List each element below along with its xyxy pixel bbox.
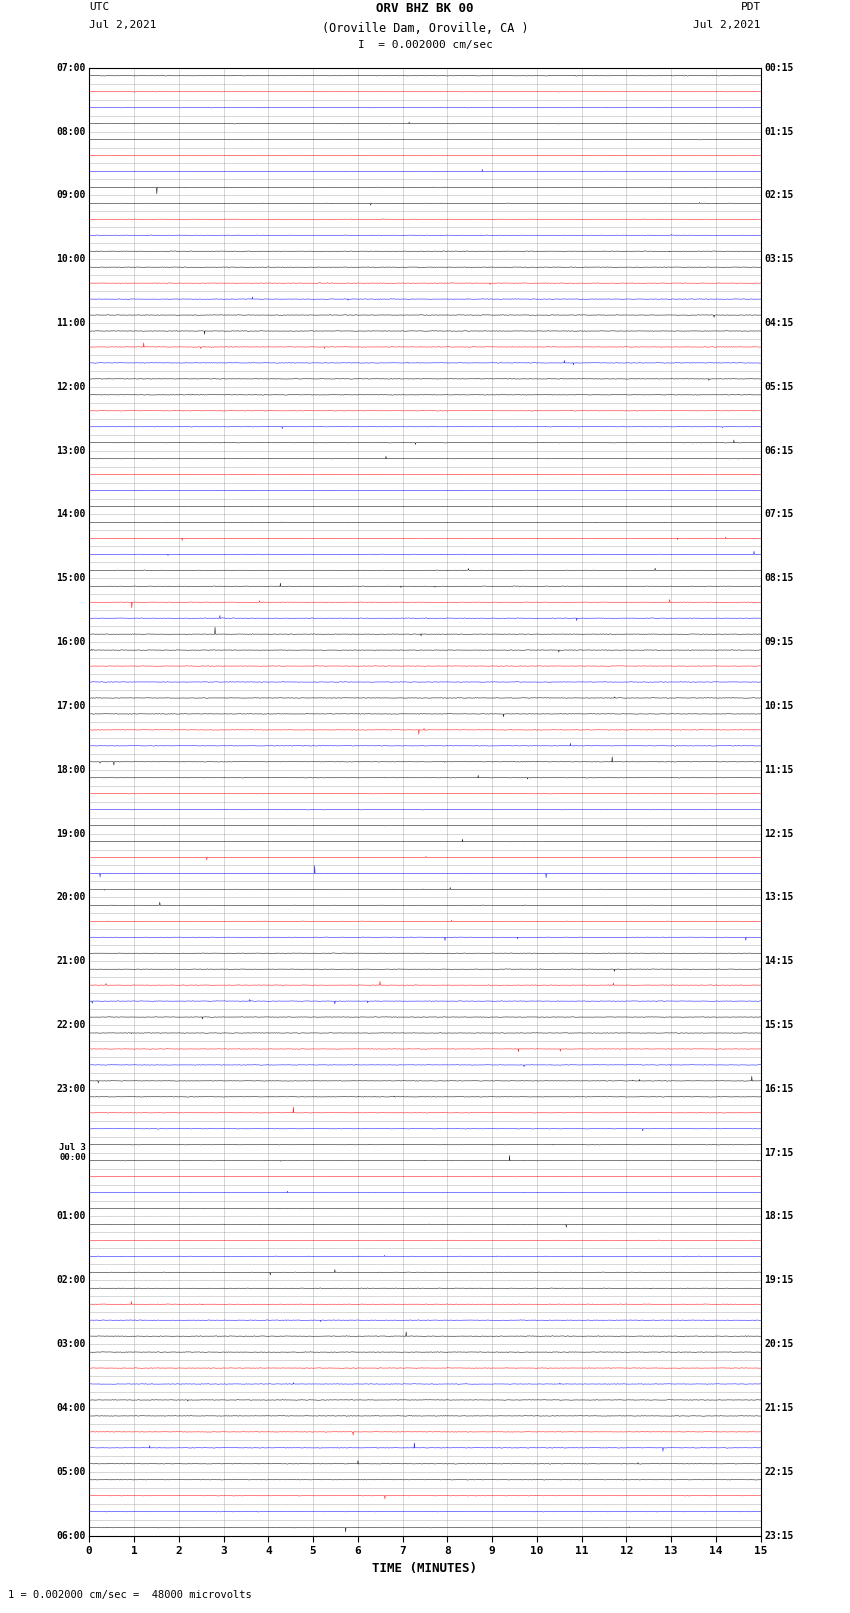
Text: 04:15: 04:15	[764, 318, 794, 327]
Text: (Oroville Dam, Oroville, CA ): (Oroville Dam, Oroville, CA )	[321, 23, 529, 35]
Text: 01:15: 01:15	[764, 126, 794, 137]
Text: 09:15: 09:15	[764, 637, 794, 647]
Text: 21:15: 21:15	[764, 1403, 794, 1413]
Text: 00:15: 00:15	[764, 63, 794, 73]
Text: 22:00: 22:00	[56, 1019, 86, 1031]
X-axis label: TIME (MINUTES): TIME (MINUTES)	[372, 1561, 478, 1574]
Text: 01:00: 01:00	[56, 1211, 86, 1221]
Text: 21:00: 21:00	[56, 957, 86, 966]
Text: 17:15: 17:15	[764, 1148, 794, 1158]
Text: 03:00: 03:00	[56, 1339, 86, 1348]
Text: 16:00: 16:00	[56, 637, 86, 647]
Text: ORV BHZ BK 00: ORV BHZ BK 00	[377, 3, 473, 16]
Text: 16:15: 16:15	[764, 1084, 794, 1094]
Text: 12:00: 12:00	[56, 382, 86, 392]
Text: 08:15: 08:15	[764, 573, 794, 584]
Text: 13:15: 13:15	[764, 892, 794, 902]
Text: 20:15: 20:15	[764, 1339, 794, 1348]
Text: 18:15: 18:15	[764, 1211, 794, 1221]
Text: 15:00: 15:00	[56, 573, 86, 584]
Text: 14:15: 14:15	[764, 957, 794, 966]
Text: 23:00: 23:00	[56, 1084, 86, 1094]
Text: Jul 2,2021: Jul 2,2021	[89, 19, 156, 31]
Text: 19:15: 19:15	[764, 1276, 794, 1286]
Text: I  = 0.002000 cm/sec: I = 0.002000 cm/sec	[358, 39, 492, 50]
Text: UTC: UTC	[89, 3, 110, 13]
Text: 14:00: 14:00	[56, 510, 86, 519]
Text: 03:15: 03:15	[764, 255, 794, 265]
Text: Jul 3
00:00: Jul 3 00:00	[59, 1144, 86, 1163]
Text: 20:00: 20:00	[56, 892, 86, 902]
Text: 07:00: 07:00	[56, 63, 86, 73]
Text: 02:00: 02:00	[56, 1276, 86, 1286]
Text: 08:00: 08:00	[56, 126, 86, 137]
Text: 17:00: 17:00	[56, 702, 86, 711]
Text: 15:15: 15:15	[764, 1019, 794, 1031]
Text: 18:00: 18:00	[56, 765, 86, 774]
Text: 22:15: 22:15	[764, 1466, 794, 1478]
Text: 06:00: 06:00	[56, 1531, 86, 1540]
Text: PDT: PDT	[740, 3, 761, 13]
Text: 12:15: 12:15	[764, 829, 794, 839]
Text: 05:15: 05:15	[764, 382, 794, 392]
Text: 04:00: 04:00	[56, 1403, 86, 1413]
Text: 11:15: 11:15	[764, 765, 794, 774]
Text: 09:00: 09:00	[56, 190, 86, 200]
Text: 05:00: 05:00	[56, 1466, 86, 1478]
Text: 11:00: 11:00	[56, 318, 86, 327]
Text: 06:15: 06:15	[764, 445, 794, 455]
Text: 10:15: 10:15	[764, 702, 794, 711]
Text: 1 = 0.002000 cm/sec =  48000 microvolts: 1 = 0.002000 cm/sec = 48000 microvolts	[8, 1590, 252, 1600]
Text: 10:00: 10:00	[56, 255, 86, 265]
Text: Jul 2,2021: Jul 2,2021	[694, 19, 761, 31]
Text: 19:00: 19:00	[56, 829, 86, 839]
Text: 13:00: 13:00	[56, 445, 86, 455]
Text: 07:15: 07:15	[764, 510, 794, 519]
Text: 02:15: 02:15	[764, 190, 794, 200]
Text: 23:15: 23:15	[764, 1531, 794, 1540]
